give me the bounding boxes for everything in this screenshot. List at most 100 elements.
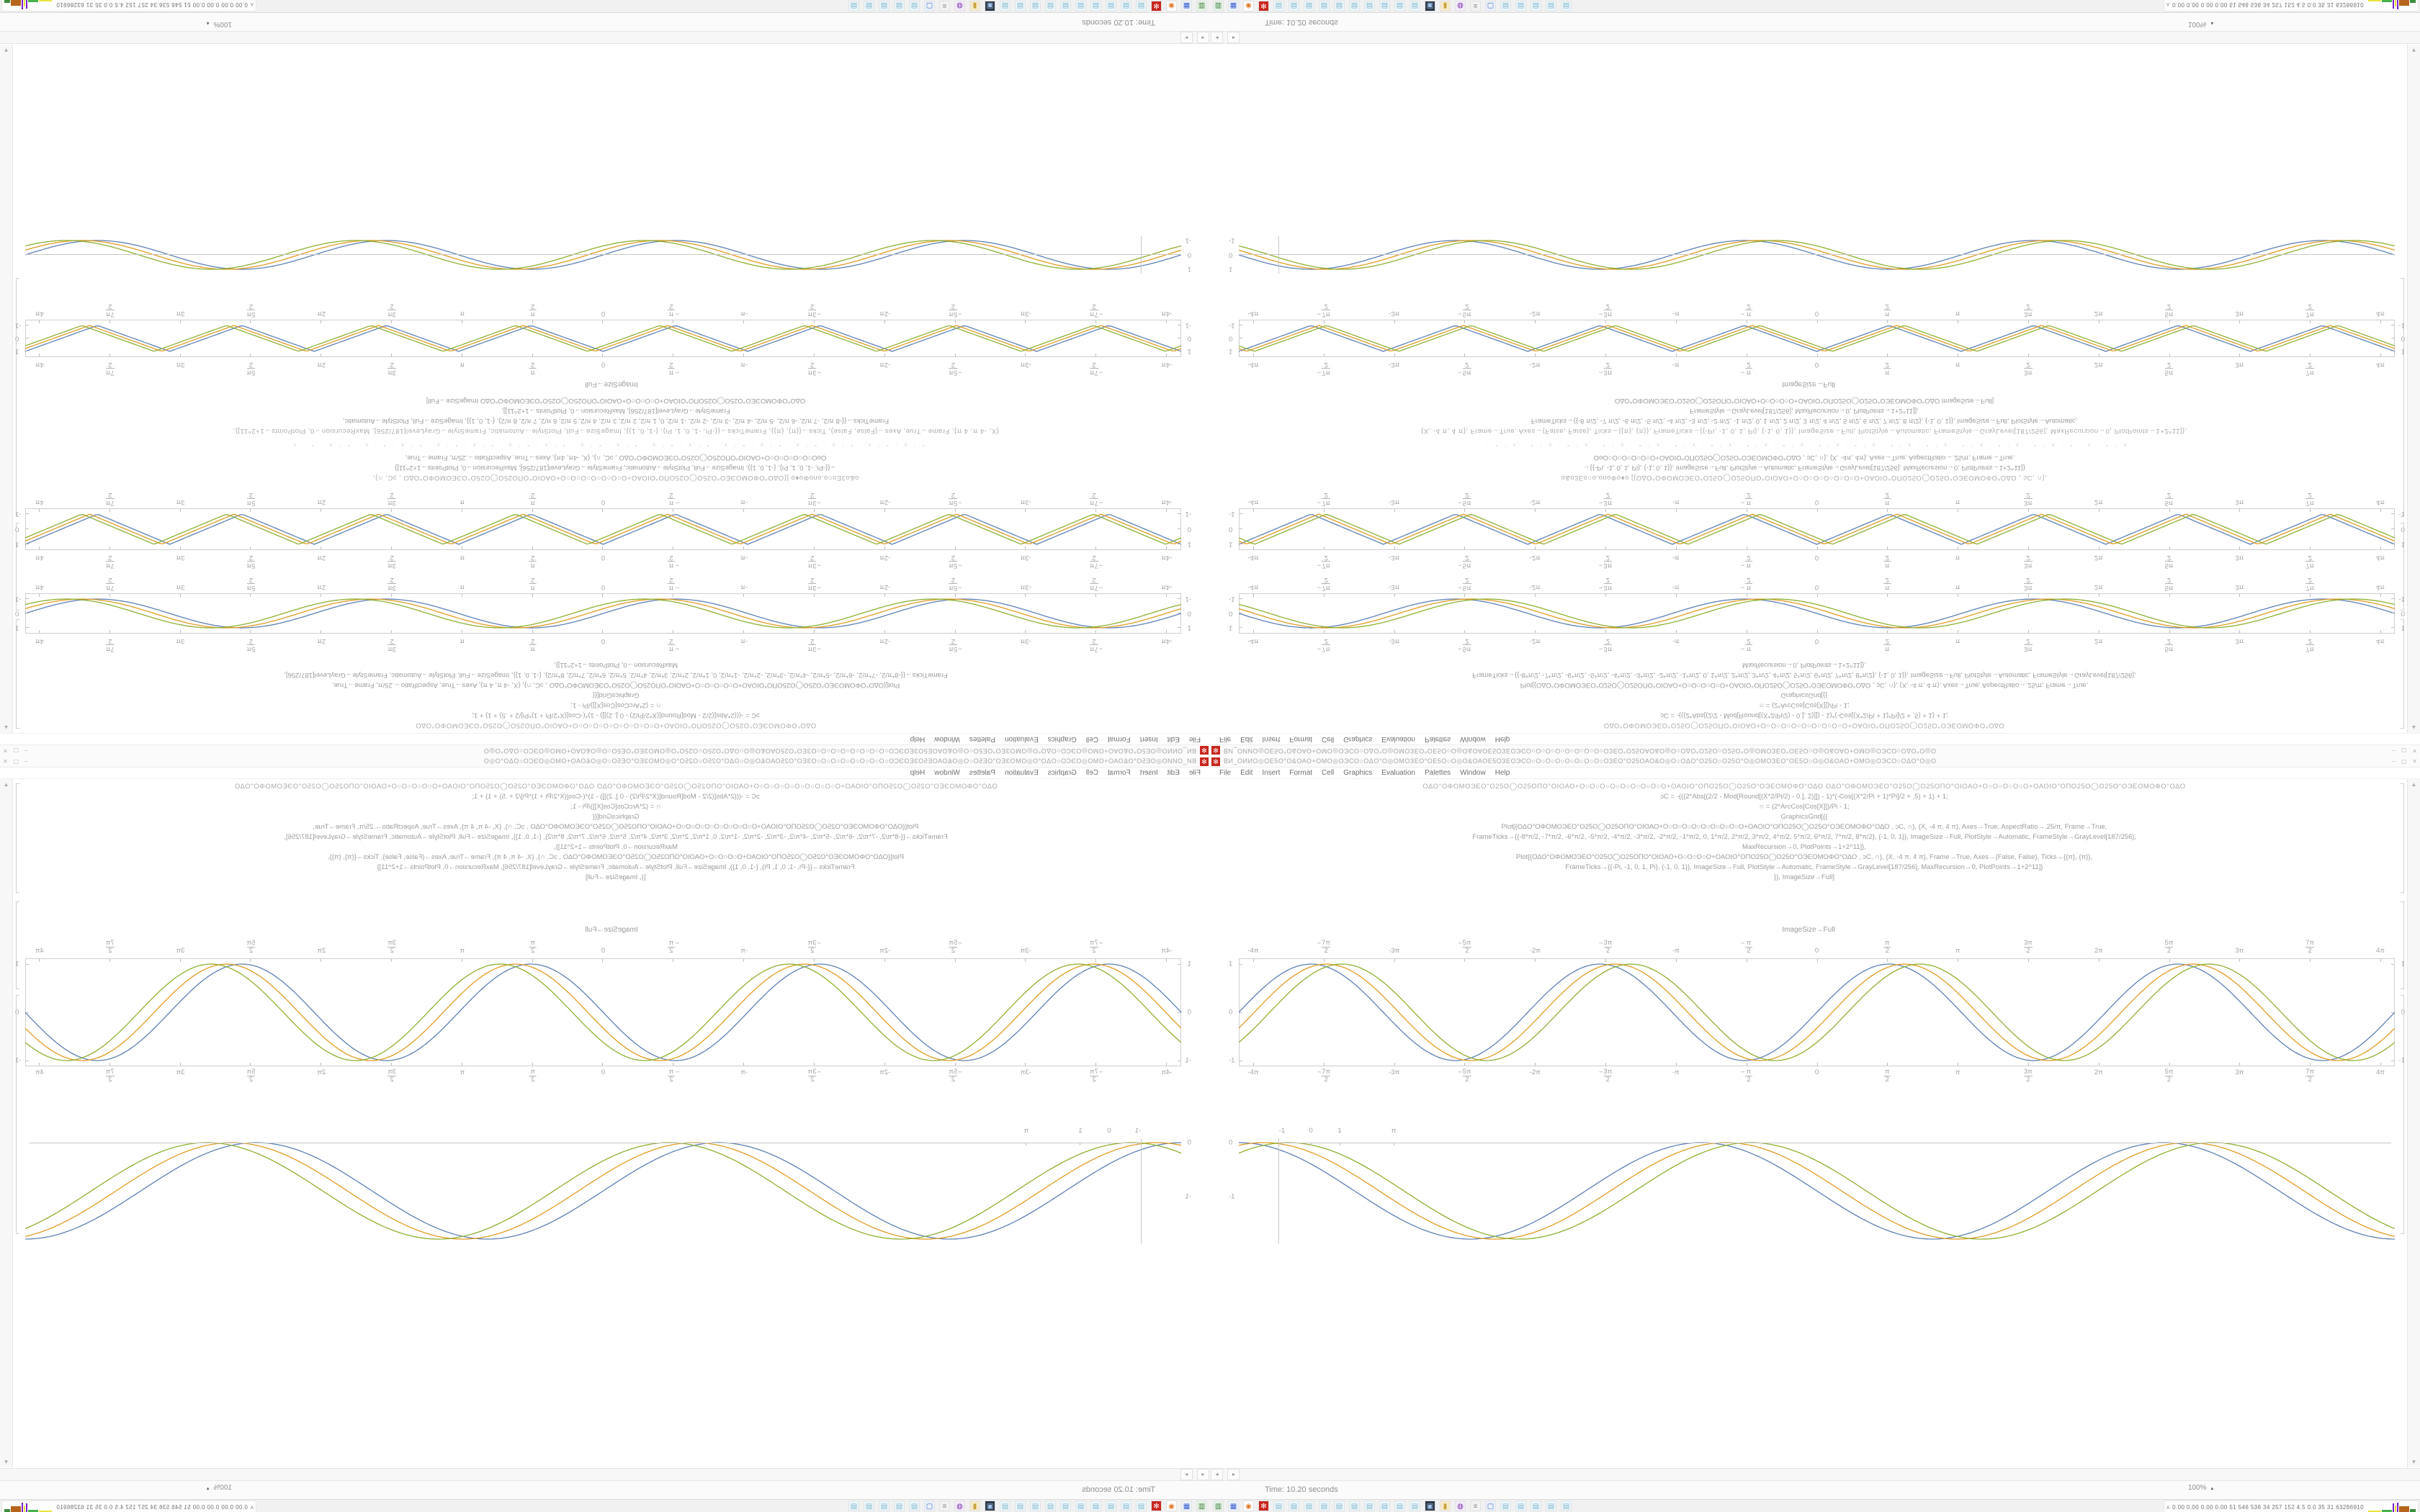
purple-app-icon[interactable]: ◍ (1455, 1500, 1466, 1511)
folder-icon[interactable]: ▮ (969, 1500, 980, 1511)
menu-graphics[interactable]: Graphics (1047, 735, 1077, 743)
cell-bracket[interactable] (16, 619, 19, 729)
minimize-button[interactable]: – (2392, 747, 2396, 754)
notepad-icon[interactable]: ▤ (879, 1, 889, 12)
plot-cell[interactable]: -1 0 1 π 0 -1 (13, 1118, 1210, 1259)
notepad-icon[interactable]: ▤ (894, 1, 905, 12)
scroll-up-arrow[interactable]: ▲ (2411, 781, 2417, 788)
code-cell[interactable]: ΟΔΟ°ΟΦΟΜΟЭΕΟ°Ο25Ο◯Ο25ΟΠΟ°ΟΙΟΑΟ+Ο○Ο○Ο○Ο○Ο… (1217, 660, 2391, 730)
notepad-icon[interactable]: ▤ (1515, 1500, 1526, 1511)
close-button[interactable]: ✕ (3, 747, 8, 754)
plot-cell[interactable]: -4π -4π −7π 2 −7π 2 -3π -3π −5π 2 −5π 2 -2π -2π −3π 2 −3… (1210, 491, 2407, 570)
floppy-64-icon[interactable]: ▦ (1181, 1500, 1192, 1511)
menu-window[interactable]: Window (1460, 735, 1486, 743)
menu-window[interactable]: Window (1460, 769, 1486, 777)
notepad-icon[interactable]: ▤ (1106, 1500, 1116, 1511)
plot-cell[interactable]: -4π -4π −7π 2 −7π 2 -3π -3π −5π 2 −5π 2 -2π -2π −3π 2 −3… (1210, 302, 2407, 377)
cell-bracket[interactable] (2401, 901, 2404, 989)
horizontal-scrollbar[interactable]: ◂ ▸ (1210, 32, 2420, 44)
notepad-icon[interactable]: ▤ (1364, 1500, 1375, 1511)
menu-palettes[interactable]: Palettes (1425, 769, 1451, 777)
green-drive-icon[interactable]: ▥ (1213, 1500, 1224, 1511)
scroll-right-arrow[interactable]: ▸ (1180, 32, 1193, 43)
firefox-icon[interactable]: ◉ (1166, 1500, 1177, 1511)
menu-file[interactable]: File (1188, 735, 1201, 743)
notepad-icon[interactable]: ▤ (1075, 1, 1086, 12)
notepad-icon[interactable]: ▤ (1394, 1500, 1405, 1511)
zoom-control[interactable]: 100%▴ (207, 1484, 232, 1492)
green-drive-icon[interactable]: ▥ (1213, 1, 1224, 12)
horizontal-scrollbar[interactable]: ◂ ▸ (1210, 1468, 2420, 1480)
menu-format[interactable]: Format (1107, 735, 1131, 743)
plot-cell[interactable]: -4π -4π −7π 2 −7π 2 -3π -3π −5π 2 −5π 2 -2π -2π −3π 2 −3… (1210, 576, 2407, 653)
notepad-icon[interactable]: ▤ (1136, 1, 1147, 12)
menu-window[interactable]: Window (934, 769, 960, 777)
horizontal-scrollbar[interactable]: ◂ ▸ (0, 1468, 1210, 1480)
notepad-icon[interactable]: ▤ (1304, 1, 1314, 12)
taskbar[interactable]: ▥ ▦ ◉ ✻ ▤ ▤ ▤ ▤ ▤ ▤ ▤ ▤ ▤ ▤ ▣ ▮ ◍ ≡ ▢ ▤ ▤ ▤ ▤ ▤ ʌ 0.00 0.00 0.0… (1210, 0, 2420, 13)
cell-bracket[interactable] (2401, 523, 2404, 611)
maximize-button[interactable]: ▢ (2401, 747, 2407, 754)
menu-graphics[interactable]: Graphics (1047, 769, 1077, 777)
scroll-down-arrow[interactable]: ▼ (2411, 1459, 2417, 1465)
taskbar[interactable]: ▥ ▦ ◉ ✻ ▤ ▤ ▤ ▤ ▤ ▤ ▤ ▤ ▤ ▤ ▣ ▮ ◍ ≡ ▢ ▤ ▤ ▤ ▤ ▤ ʌ 0.00 0.00 0.0… (0, 1499, 1210, 1512)
notepad-icon[interactable]: ▤ (1289, 1500, 1299, 1511)
menu-help[interactable]: Help (1494, 769, 1510, 777)
code-cell[interactable]: ΟΔΟ°ΟΦΟΜΟЭΕΟ°Ο25Ο◯Ο25ΟΠΟ°ΟΙΟΑΟ+Ο○Ο○Ο○Ο○Ο… (1217, 782, 2391, 883)
menu-format[interactable]: Format (1289, 735, 1313, 743)
notepad-icon[interactable]: ▤ (1304, 1500, 1314, 1511)
floppy-64-icon[interactable]: ▦ (1228, 1500, 1239, 1511)
scroll-left-arrow[interactable]: ◂ (1197, 32, 1209, 43)
window-titlebar[interactable]: ✻ ВИ_ОИИО◎ОЕ5О°О&ОАО+ОМО◎ОЭСО○ОΔО°О◎ОМОЗ… (1210, 756, 2420, 768)
notepad-icon[interactable]: ▤ (1410, 1, 1420, 12)
tray-collapse-icon[interactable]: ʌ (250, 1503, 254, 1511)
notepad-icon[interactable]: ▤ (1090, 1, 1101, 12)
notepad-icon[interactable]: ▤ (848, 1, 859, 12)
notepad-icon[interactable]: ▤ (1410, 1500, 1420, 1511)
window-app-icon[interactable]: ▢ (924, 1500, 935, 1511)
menu-insert[interactable]: Insert (1139, 735, 1158, 743)
close-button[interactable]: ✕ (2412, 758, 2417, 765)
floppy-64-icon[interactable]: ▦ (1228, 1, 1239, 12)
scroll-up-arrow[interactable]: ▲ (3, 724, 9, 731)
tray-collapse-icon[interactable]: ʌ (250, 1, 254, 9)
cell-bracket[interactable] (16, 783, 19, 893)
notepad-icon[interactable]: ▤ (1106, 1, 1116, 12)
scroll-icon[interactable]: ≡ (939, 1, 950, 12)
notepad-icon[interactable]: ▤ (1015, 1, 1026, 12)
tray-collapse-icon[interactable]: ʌ (2166, 1503, 2170, 1511)
folder-icon[interactable]: ▮ (1440, 1500, 1451, 1511)
notepad-icon[interactable]: ▤ (1319, 1500, 1330, 1511)
notepad-icon[interactable]: ▤ (864, 1500, 874, 1511)
notepad-icon[interactable]: ▤ (1289, 1, 1299, 12)
vertical-scrollbar[interactable]: ▲ ▼ (2407, 779, 2420, 1467)
folder-icon[interactable]: ▮ (1440, 1, 1451, 12)
scroll-right-arrow[interactable]: ▸ (1227, 32, 1240, 43)
notepad-icon[interactable]: ▤ (1273, 1, 1284, 12)
menu-file[interactable]: File (1219, 769, 1232, 777)
menu-help[interactable]: Help (910, 735, 926, 743)
plot-cell[interactable]: -1 0 1 π 0 -1 (1210, 1118, 2407, 1259)
notepad-icon[interactable]: ▤ (879, 1500, 889, 1511)
scroll-left-arrow[interactable]: ◂ (1211, 1469, 1223, 1480)
menu-edit[interactable]: Edit (1167, 735, 1180, 743)
cell-bracket[interactable] (16, 278, 19, 517)
scroll-right-arrow[interactable]: ▸ (1227, 1469, 1240, 1480)
folder-icon[interactable]: ▮ (969, 1, 980, 12)
plot-cell[interactable]: -4π -4π −7π 2 −7π 2 -3π -3π −5π 2 −5π 2 -2π -2π −3π 2 −3… (13, 491, 1210, 570)
notepad-icon[interactable]: ▤ (1075, 1500, 1086, 1511)
notepad-icon[interactable]: ▤ (1273, 1500, 1284, 1511)
notepad-icon[interactable]: ▤ (1060, 1, 1071, 12)
media-player-icon[interactable]: ▣ (1425, 1, 1435, 12)
notepad-icon[interactable]: ▤ (1561, 1, 1572, 12)
notebook-content[interactable]: ΟΔΟ°ΟΦΟΜΟЭΕΟ°Ο25Ο◯Ο25ΟΠΟ°ΟΙΟΑΟ+Ο○Ο○Ο○Ο○Ο… (13, 779, 1210, 1467)
menu-insert[interactable]: Insert (1262, 735, 1281, 743)
notepad-icon[interactable]: ▤ (848, 1500, 859, 1511)
plot-cell[interactable]: 1 0 -1 (1210, 220, 2407, 294)
close-button[interactable]: ✕ (2412, 747, 2417, 754)
taskbar[interactable]: ▥ ▦ ◉ ✻ ▤ ▤ ▤ ▤ ▤ ▤ ▤ ▤ ▤ ▤ ▣ ▮ ◍ ≡ ▢ ▤ ▤ ▤ ▤ ▤ ʌ 0.00 0.00 0.0… (1210, 1499, 2420, 1512)
menu-evaluation[interactable]: Evaluation (1005, 735, 1039, 743)
purple-app-icon[interactable]: ◍ (1455, 1, 1466, 12)
notepad-icon[interactable]: ▤ (864, 1, 874, 12)
menu-cell[interactable]: Cell (1085, 735, 1098, 743)
